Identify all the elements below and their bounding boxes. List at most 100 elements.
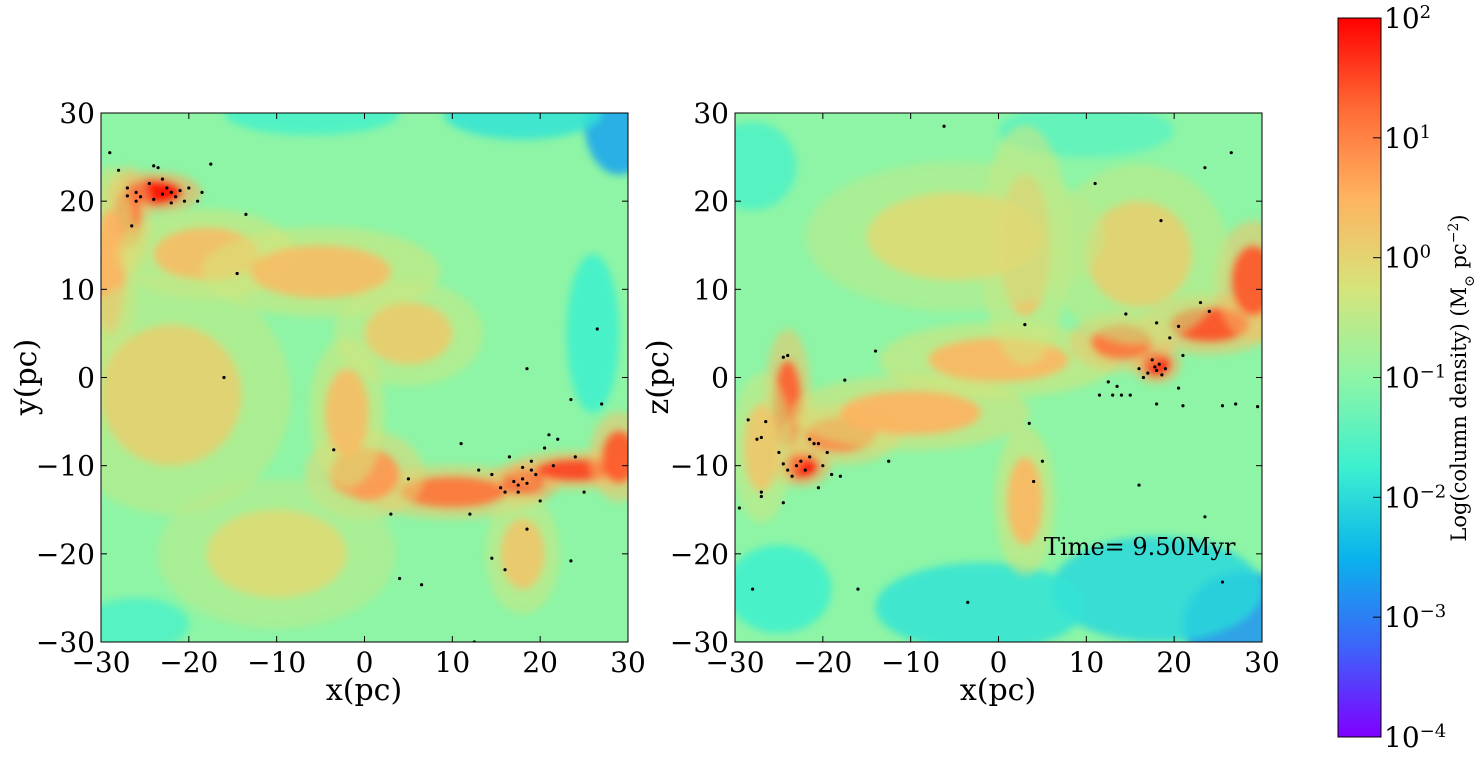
star-particle	[152, 197, 156, 202]
star-particle	[459, 442, 463, 446]
star-particle	[147, 181, 151, 186]
y-tick-label: −30	[36, 626, 95, 659]
density-clump	[743, 403, 779, 493]
star-particle	[569, 559, 573, 563]
star-particle	[838, 474, 843, 478]
colorbar-tick-label: 10−2	[1384, 481, 1446, 515]
star-particle	[152, 164, 156, 168]
star-particle	[209, 162, 213, 166]
density-clump	[324, 368, 369, 457]
x-tick-label: −20	[793, 646, 852, 679]
density-voids	[735, 113, 1262, 642]
star-particle	[781, 355, 785, 359]
star-particle	[794, 464, 799, 468]
y-tick-label: 30	[59, 97, 95, 130]
star-particle	[1027, 421, 1031, 425]
star-particle	[942, 124, 946, 128]
star-particle	[856, 587, 860, 591]
density-clump	[364, 302, 453, 365]
density-void	[223, 113, 400, 136]
y-tick-label: 0	[77, 362, 95, 395]
star-particle	[174, 195, 178, 199]
density-clump	[101, 324, 242, 466]
star-particle	[830, 472, 834, 477]
star-particle	[737, 506, 741, 510]
star-particle	[843, 378, 847, 382]
star-particle	[521, 477, 525, 481]
colorbar-tick-label: 10−1	[1384, 361, 1446, 395]
star-particle	[222, 375, 226, 380]
y-tick-label: 10	[59, 273, 95, 306]
star-particle	[1160, 373, 1164, 377]
star-particle	[125, 194, 129, 198]
star-particle	[108, 151, 112, 155]
star-particle	[873, 349, 878, 353]
star-particle	[750, 587, 755, 591]
star-particle	[534, 472, 538, 477]
star-particle	[529, 468, 533, 472]
star-particle	[808, 437, 812, 441]
star-particle	[156, 166, 160, 170]
x-axis-ticks: −30 −20 −10 0 10 20 30	[71, 113, 646, 679]
star-particle	[187, 186, 191, 190]
star-particle	[1207, 309, 1211, 313]
y-tick-label: 20	[59, 185, 95, 218]
density-clumps	[101, 166, 628, 629]
x-axis-ticks: −30 −20 −10 0 10 20 30	[705, 113, 1280, 679]
y-axis-label: y(pc)	[9, 339, 44, 416]
star-particle	[1220, 404, 1225, 408]
time-annotation: Time= 9.50Myr	[1044, 533, 1236, 561]
star-particle	[556, 437, 560, 441]
star-particle	[389, 512, 393, 516]
density-map-xy	[101, 113, 628, 642]
density-clump	[500, 518, 545, 590]
star-particle	[825, 450, 829, 455]
star-particle	[777, 450, 781, 455]
density-clump	[866, 192, 1043, 281]
star-particle	[200, 190, 204, 194]
star-particle	[1153, 365, 1157, 369]
star-particle	[759, 490, 763, 494]
star-particle	[821, 464, 825, 468]
star-particle	[1137, 367, 1141, 371]
x-tick-label: −10	[881, 646, 940, 679]
x-axis-label: x(pc)	[326, 673, 402, 708]
star-particle	[746, 418, 750, 422]
star-particle	[1097, 393, 1102, 397]
star-particle	[966, 600, 970, 604]
star-particle	[235, 271, 239, 276]
star-particle	[125, 186, 129, 190]
star-particle	[1168, 336, 1172, 340]
x-tick-label: −30	[705, 646, 764, 679]
star-particle	[569, 397, 573, 402]
star-particle	[547, 433, 551, 437]
star-particle	[1203, 515, 1207, 519]
density-clump	[1231, 245, 1262, 316]
star-particle	[1181, 404, 1185, 408]
star-particle	[803, 468, 807, 472]
star-particle	[529, 459, 533, 463]
x-tick-label: 0	[356, 646, 374, 679]
density-clump	[399, 476, 506, 508]
star-particle	[816, 442, 821, 446]
star-particle	[1155, 402, 1159, 406]
star-particle	[244, 212, 248, 216]
x-tick-label: −30	[71, 646, 130, 679]
colorbar: 102 101 100 10−1 10−2 10−3 10−4 Log(column den…	[1337, 2, 1478, 754]
star-particle	[499, 486, 503, 490]
star-particle	[1106, 380, 1110, 384]
x-tick-label: −10	[247, 646, 306, 679]
star-particle	[160, 177, 165, 181]
colorbar-tick-label: 101	[1384, 121, 1431, 155]
x-tick-label: 0	[990, 646, 1008, 679]
colorbar-tick-label: 102	[1384, 2, 1431, 36]
star-particle	[525, 481, 529, 485]
density-void	[735, 545, 832, 634]
y-axis-label: z(pc)	[641, 339, 676, 414]
star-particle	[165, 186, 169, 190]
density-void	[735, 121, 797, 210]
density-clumps	[735, 125, 1262, 576]
star-particle	[799, 459, 803, 463]
density-clump	[601, 430, 628, 484]
density-void	[1051, 536, 1262, 642]
